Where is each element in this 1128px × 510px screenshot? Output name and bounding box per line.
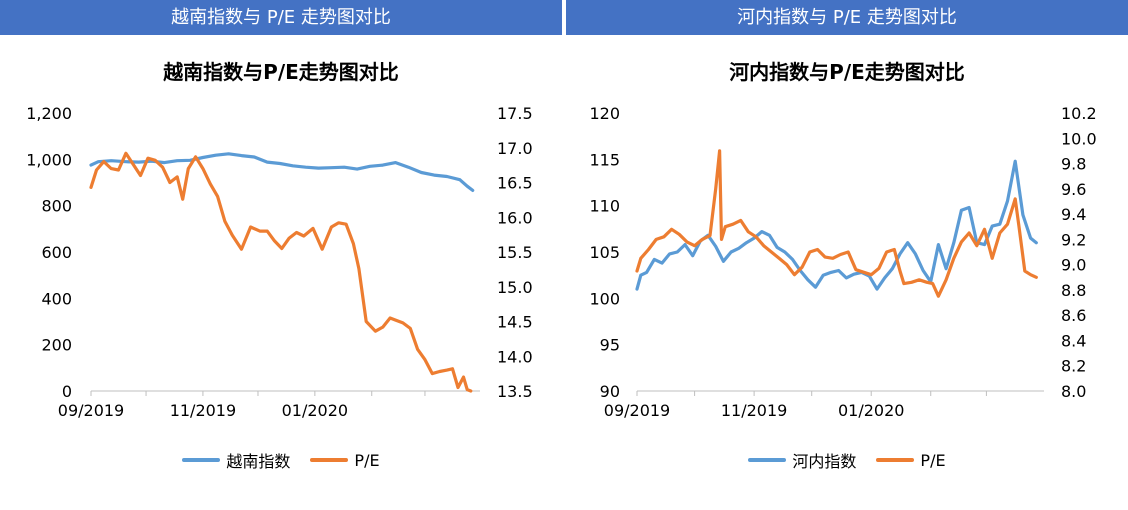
y-right-tick-label: 10.2 [1061, 104, 1097, 123]
y-left-tick-label: 0 [62, 382, 72, 401]
y-right-tick-label: 13.5 [497, 382, 533, 401]
y-right-tick-label: 9.4 [1061, 205, 1086, 224]
y-left-tick-label: 1,000 [26, 150, 72, 169]
y-right-tick-label: 8.0 [1061, 382, 1086, 401]
chart-title: 越南指数与P/E走势图对比 [163, 60, 399, 84]
series-line-index [635, 159, 1038, 291]
y-right-tick-label: 16.5 [497, 174, 533, 193]
legend-label-index: 越南指数 [226, 452, 291, 471]
y-right-tick-label: 8.6 [1061, 306, 1086, 325]
y-right-tick-label: 8.8 [1061, 281, 1086, 300]
chart-panel-vn-index: 越南指数与P/E走势图对比 09/2019 11/2019 01/2020 0 200 4… [0, 44, 562, 510]
legend-label-pe: P/E [354, 450, 380, 470]
chart-legend: 越南指数 P/E [0, 448, 562, 472]
series-line-pe [89, 151, 473, 393]
y-right-tick-label: 9.0 [1061, 256, 1086, 275]
y-right-tick-label: 15.0 [497, 278, 533, 297]
x-tick-label: 09/2019 [604, 401, 670, 420]
y-right-tick-label: 9.2 [1061, 230, 1086, 249]
y-right-tick-label: 9.8 [1061, 155, 1086, 174]
y-right-tick-label: 17.5 [497, 104, 533, 123]
x-tick-label: 11/2019 [721, 401, 787, 420]
legend-item-pe: P/E [876, 450, 946, 470]
y-left-tick-label: 100 [589, 289, 620, 308]
banner-right-title: 河内指数与 P/E 走势图对比 [566, 0, 1128, 35]
y-left-tick-label: 105 [589, 243, 620, 262]
legend-swatch-pe [310, 458, 349, 462]
x-tick-label: 09/2019 [58, 401, 124, 420]
y-right-tick-label: 14.0 [497, 347, 533, 366]
chart-panel-hnx-index: 河内指数与P/E走势图对比 09/2019 11/2019 01/2020 90 95 1… [566, 44, 1128, 510]
chart-legend: 河内指数 P/E [566, 448, 1128, 472]
legend-item-index: 河内指数 [748, 448, 856, 472]
y-right-tick-label: 10.0 [1061, 129, 1097, 148]
legend-item-pe: P/E [310, 450, 380, 470]
banner-left-title: 越南指数与 P/E 走势图对比 [0, 0, 562, 35]
legend-label-pe: P/E [920, 450, 946, 470]
y-left-tick-label: 115 [589, 150, 620, 169]
y-right-tick-label: 15.5 [497, 243, 533, 262]
legend-swatch-index [182, 458, 221, 462]
y-left-tick-label: 120 [589, 104, 620, 123]
y-left-tick-label: 400 [41, 289, 72, 308]
x-tick-label: 01/2020 [282, 401, 348, 420]
chart-plot-vn-index: 09/2019 11/2019 01/2020 0 200 400 600 800 1,000 1… [26, 104, 533, 420]
y-right-tick-label: 8.2 [1061, 357, 1086, 376]
y-right-tick-label: 9.6 [1061, 180, 1086, 199]
legend-label-index: 河内指数 [792, 452, 857, 471]
y-left-tick-label: 800 [41, 197, 72, 216]
y-left-tick-label: 90 [600, 382, 620, 401]
y-left-tick-label: 95 [600, 336, 620, 355]
legend-item-index: 越南指数 [182, 448, 290, 472]
x-tick-label: 11/2019 [170, 401, 236, 420]
y-right-tick-label: 14.5 [497, 313, 533, 332]
y-right-tick-label: 17.0 [497, 139, 533, 158]
y-left-tick-label: 200 [41, 336, 72, 355]
legend-swatch-pe [876, 458, 915, 462]
chart-plot-hnx-index: 09/2019 11/2019 01/2020 90 95 100 105 110 115 120… [589, 104, 1097, 420]
y-left-tick-label: 110 [589, 197, 620, 216]
y-left-tick-label: 1,200 [26, 104, 72, 123]
legend-swatch-index [748, 458, 787, 462]
y-left-tick-label: 600 [41, 243, 72, 262]
x-tick-label: 01/2020 [838, 401, 904, 420]
y-right-tick-label: 8.4 [1061, 331, 1086, 350]
series-line-pe [635, 149, 1038, 298]
y-right-tick-label: 16.0 [497, 208, 533, 227]
chart-title: 河内指数与P/E走势图对比 [729, 60, 965, 84]
